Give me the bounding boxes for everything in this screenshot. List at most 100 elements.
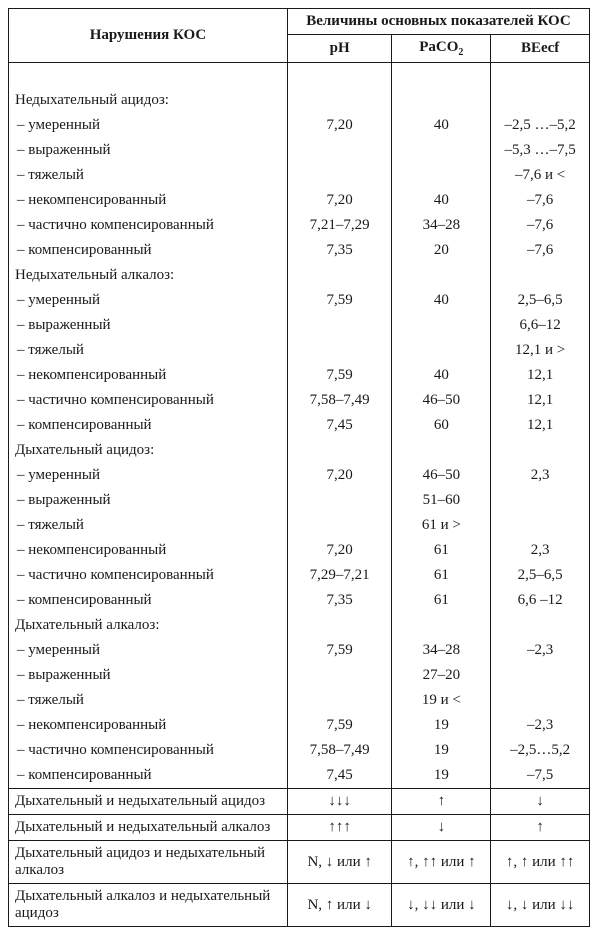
group-title: Недыхательный алкалоз: — [9, 263, 288, 288]
row-beecf — [491, 663, 590, 688]
row-paco2: 19 — [392, 713, 491, 738]
row-beecf: 2,5–6,5 — [491, 563, 590, 588]
row-paco2: 61 — [392, 588, 491, 613]
row-ph: 7,35 — [287, 238, 392, 263]
row-ph: 7,20 — [287, 463, 392, 488]
row-paco2: 20 — [392, 238, 491, 263]
row-paco2: 34–28 — [392, 638, 491, 663]
mixed-ph: ↓↓↓ — [287, 789, 392, 815]
mixed-beecf: ↑, ↑ или ↑↑ — [491, 841, 590, 884]
row-label: умеренный — [9, 638, 288, 663]
row-label: выраженный — [9, 663, 288, 688]
row-ph — [287, 488, 392, 513]
row-beecf: 2,3 — [491, 538, 590, 563]
mixed-paco2: ↑ — [392, 789, 491, 815]
row-beecf: –5,3 …–7,5 — [491, 138, 590, 163]
row-beecf: –2,3 — [491, 713, 590, 738]
row-ph: 7,45 — [287, 763, 392, 789]
row-paco2: 40 — [392, 113, 491, 138]
row-beecf: 2,5–6,5 — [491, 288, 590, 313]
row-label: выраженный — [9, 313, 288, 338]
row-beecf: –7,6 — [491, 213, 590, 238]
row-beecf: –2,3 — [491, 638, 590, 663]
row-paco2: 27–20 — [392, 663, 491, 688]
row-label: выраженный — [9, 488, 288, 513]
row-paco2 — [392, 163, 491, 188]
row-beecf — [491, 488, 590, 513]
row-ph — [287, 313, 392, 338]
row-label: частично компенсированный — [9, 388, 288, 413]
row-beecf: –2,5…5,2 — [491, 738, 590, 763]
row-paco2: 61 и > — [392, 513, 491, 538]
row-ph: 7,58–7,49 — [287, 738, 392, 763]
row-paco2: 51–60 — [392, 488, 491, 513]
row-ph — [287, 338, 392, 363]
row-beecf: 12,1 — [491, 413, 590, 438]
row-beecf: –7,6 — [491, 238, 590, 263]
row-paco2: 40 — [392, 188, 491, 213]
row-label: компенсированный — [9, 588, 288, 613]
header-beecf: BEecf — [491, 35, 590, 63]
row-paco2: 61 — [392, 538, 491, 563]
row-ph: 7,29–7,21 — [287, 563, 392, 588]
row-paco2 — [392, 313, 491, 338]
row-beecf: –7,5 — [491, 763, 590, 789]
row-beecf — [491, 513, 590, 538]
row-label: выраженный — [9, 138, 288, 163]
row-ph: 7,35 — [287, 588, 392, 613]
row-beecf: 12,1 — [491, 388, 590, 413]
row-paco2: 40 — [392, 363, 491, 388]
header-paco2-sub: 2 — [458, 47, 463, 58]
row-ph: 7,20 — [287, 538, 392, 563]
header-paco2: PaCO2 — [392, 35, 491, 63]
mixed-label: Дыхательный алкалоз и недыхательный ацид… — [9, 884, 288, 927]
row-label: некомпенсированный — [9, 713, 288, 738]
row-ph: 7,59 — [287, 363, 392, 388]
row-beecf: 2,3 — [491, 463, 590, 488]
mixed-label: Дыхательный и недыхательный ацидоз — [9, 789, 288, 815]
header-disorder: Нарушения КОС — [9, 9, 288, 63]
mixed-ph: N, ↑ или ↓ — [287, 884, 392, 927]
mixed-ph: N, ↓ или ↑ — [287, 841, 392, 884]
header-values-text: Величины основных показателей КОС — [306, 13, 570, 29]
row-beecf: –7,6 и < — [491, 163, 590, 188]
row-paco2: 46–50 — [392, 388, 491, 413]
mixed-beecf: ↑ — [491, 815, 590, 841]
row-label: тяжелый — [9, 163, 288, 188]
row-ph: 7,45 — [287, 413, 392, 438]
row-label: тяжелый — [9, 688, 288, 713]
row-paco2: 19 — [392, 738, 491, 763]
row-ph — [287, 513, 392, 538]
row-ph — [287, 163, 392, 188]
mixed-label: Дыхательный ацидоз и недыхательный алкал… — [9, 841, 288, 884]
row-beecf: 12,1 и > — [491, 338, 590, 363]
row-ph: 7,59 — [287, 288, 392, 313]
row-paco2: 61 — [392, 563, 491, 588]
row-beecf — [491, 688, 590, 713]
row-label: умеренный — [9, 463, 288, 488]
row-label: компенсированный — [9, 413, 288, 438]
row-ph: 7,21–7,29 — [287, 213, 392, 238]
row-label: некомпенсированный — [9, 188, 288, 213]
mixed-beecf: ↓ — [491, 789, 590, 815]
header-values: Величины основных показателей КОС — [287, 9, 589, 35]
row-ph — [287, 663, 392, 688]
row-beecf: 6,6 –12 — [491, 588, 590, 613]
mixed-paco2: ↑, ↑↑ или ↑ — [392, 841, 491, 884]
row-paco2 — [392, 138, 491, 163]
row-beecf: –2,5 …–5,2 — [491, 113, 590, 138]
row-ph: 7,58–7,49 — [287, 388, 392, 413]
row-paco2 — [392, 338, 491, 363]
row-paco2: 60 — [392, 413, 491, 438]
row-label: компенсированный — [9, 763, 288, 789]
row-beecf: 12,1 — [491, 363, 590, 388]
row-label: частично компенсированный — [9, 738, 288, 763]
group-title: Недыхательный ацидоз: — [9, 88, 288, 113]
row-ph — [287, 138, 392, 163]
row-paco2: 19 и < — [392, 688, 491, 713]
group-title: Дыхательный алкалоз: — [9, 613, 288, 638]
row-label: частично компенсированный — [9, 563, 288, 588]
row-beecf: 6,6–12 — [491, 313, 590, 338]
mixed-beecf: ↓, ↓ или ↓↓ — [491, 884, 590, 927]
row-label: компенсированный — [9, 238, 288, 263]
